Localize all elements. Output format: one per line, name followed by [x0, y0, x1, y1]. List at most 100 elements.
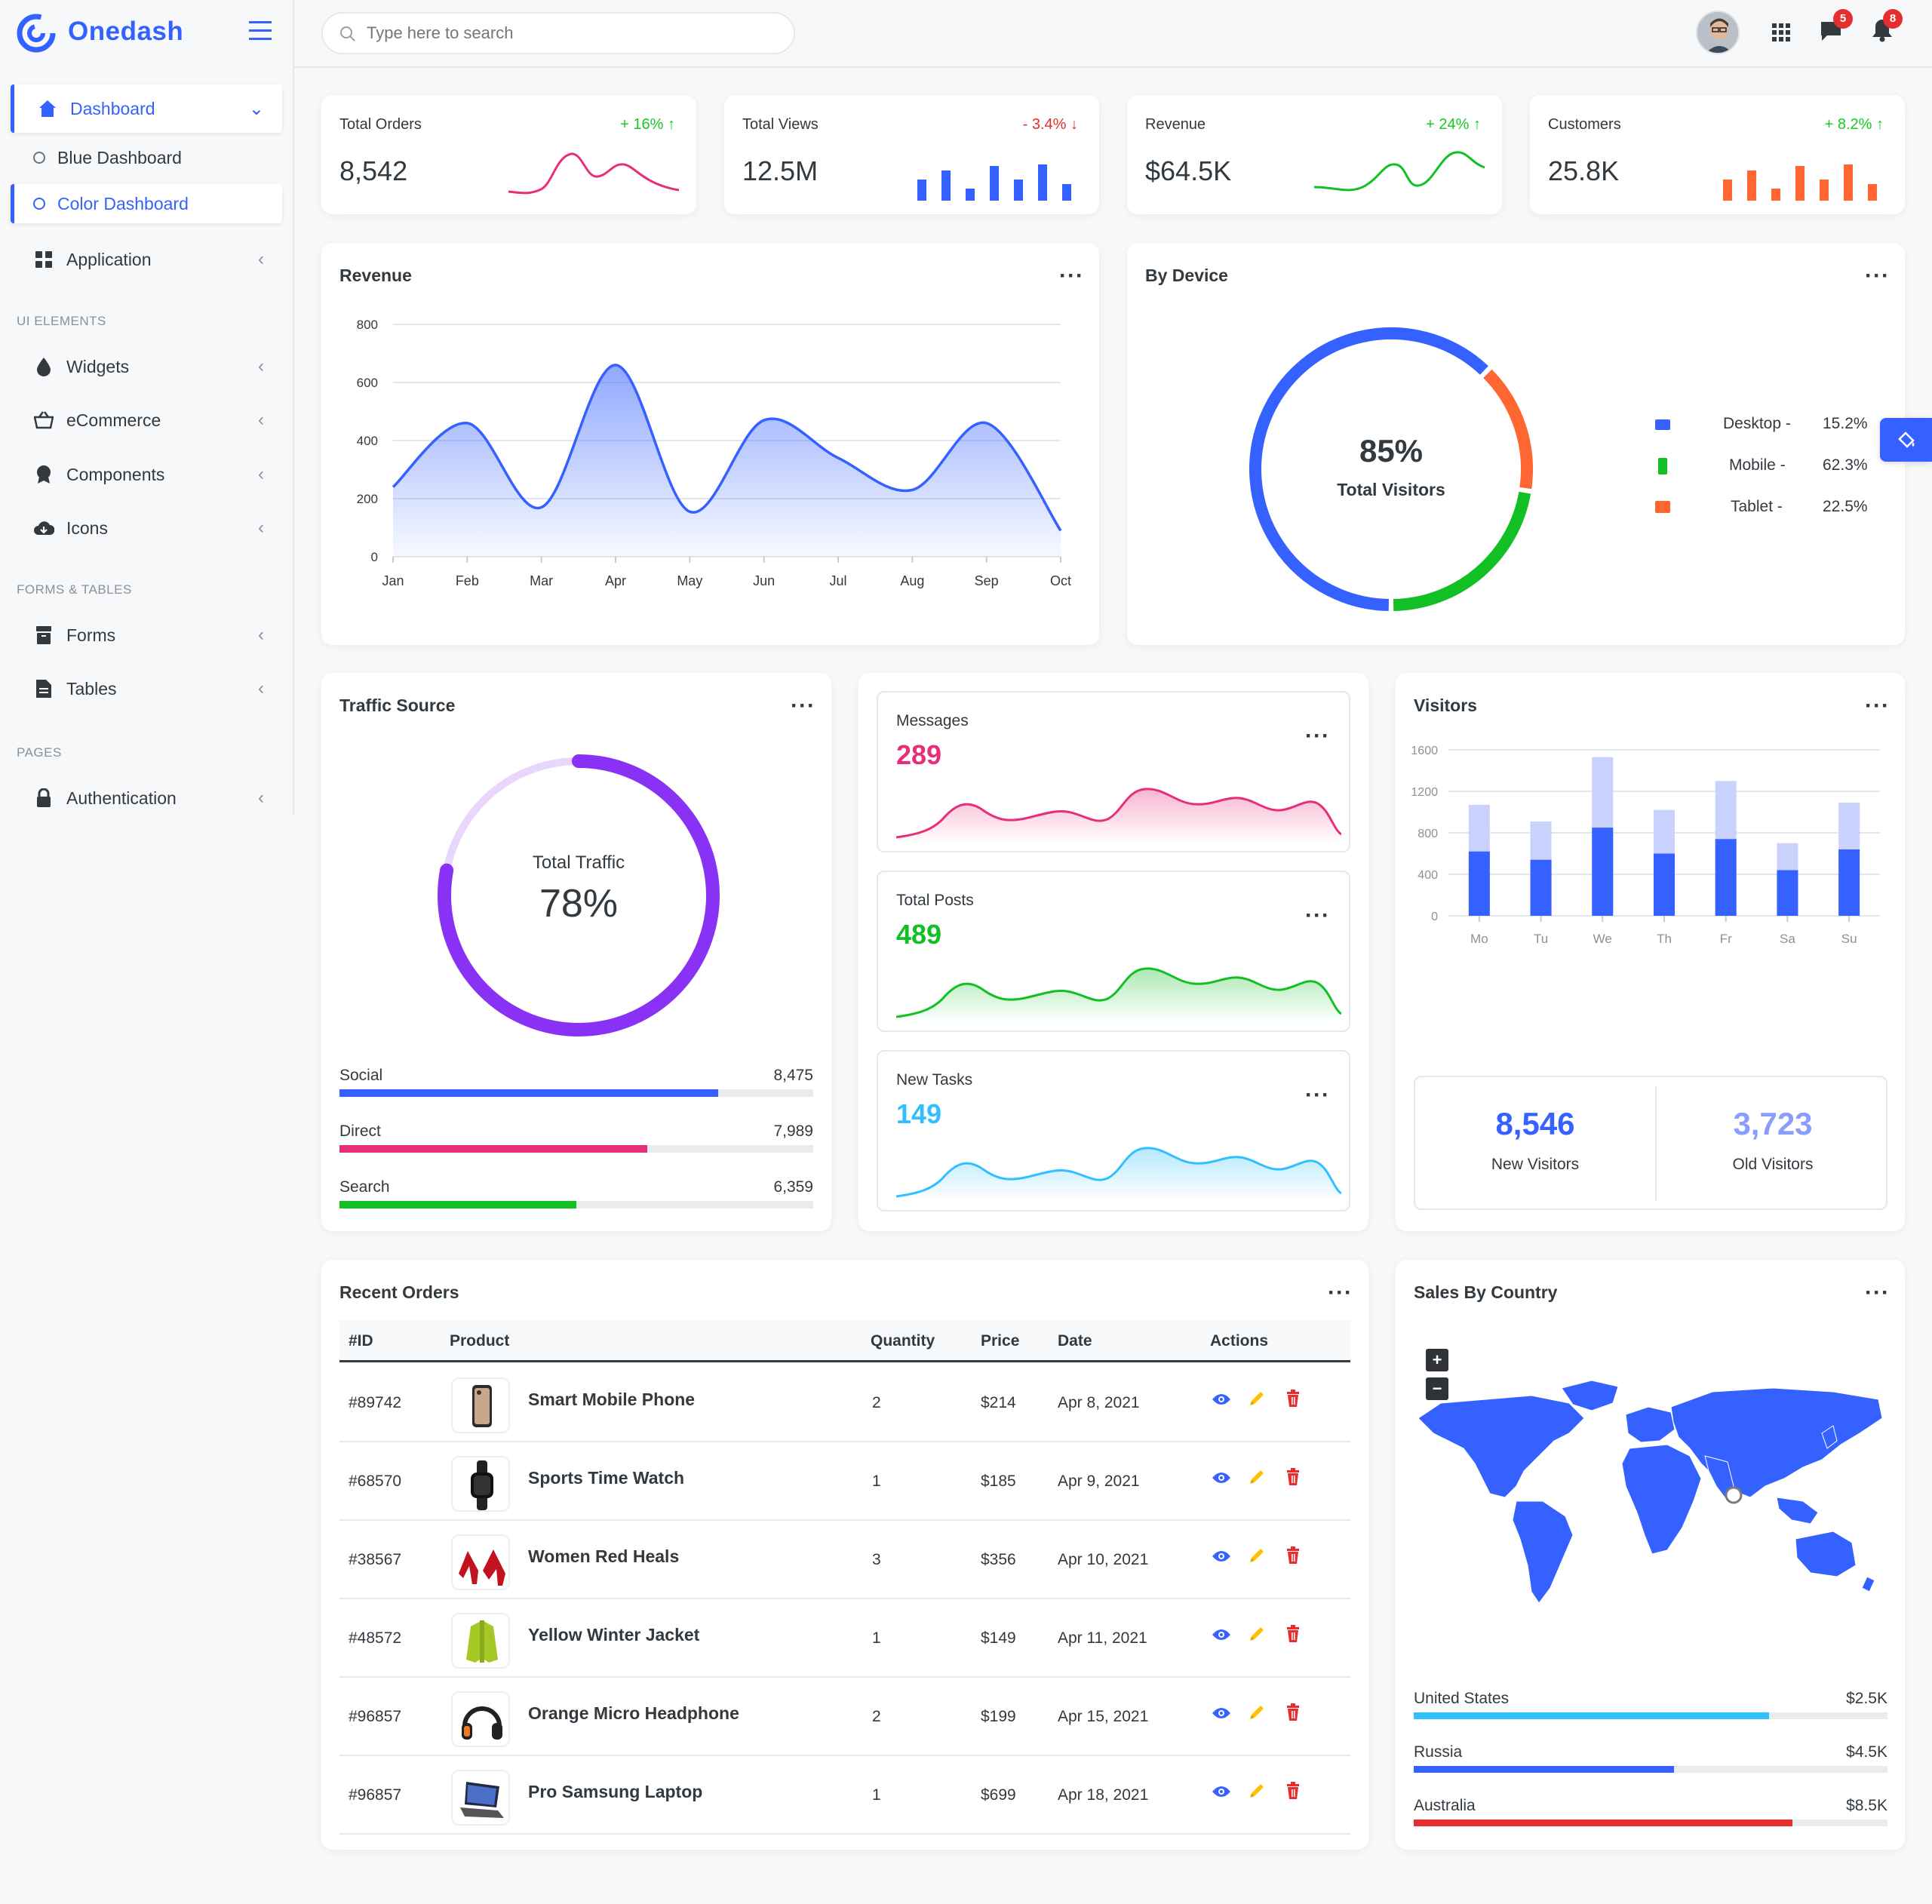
more-options-icon[interactable]: ···: [1865, 1280, 1890, 1305]
circle-icon: [33, 198, 45, 210]
search-input[interactable]: [367, 21, 774, 45]
stat-change: + 8.2% ↑: [1824, 116, 1884, 133]
search-box[interactable]: [321, 12, 795, 54]
edit-icon[interactable]: [1248, 1468, 1266, 1491]
source-value: 8,475: [773, 1067, 813, 1084]
brand-name: Onedash: [68, 17, 184, 46]
legend-value: 62.3%: [1823, 456, 1868, 474]
source-label: Direct: [339, 1122, 381, 1140]
theme-settings-button[interactable]: [1880, 418, 1932, 462]
product-name[interactable]: Pro Samsung Laptop: [528, 1782, 703, 1801]
droplet-icon: [33, 356, 54, 377]
more-options-icon[interactable]: ···: [1865, 693, 1890, 718]
new-visitors-value: 8,546: [1495, 1106, 1575, 1141]
delete-icon[interactable]: [1285, 1703, 1301, 1727]
view-icon[interactable]: [1212, 1548, 1231, 1569]
map-zoom-out-button[interactable]: −: [1426, 1377, 1448, 1400]
product-name[interactable]: Orange Micro Headphone: [528, 1703, 739, 1723]
delete-icon[interactable]: [1285, 1468, 1301, 1491]
sidebar-item-widgets[interactable]: Widgets ‹: [11, 342, 282, 391]
product-name[interactable]: Yellow Winter Jacket: [528, 1625, 700, 1645]
product-name[interactable]: Smart Mobile Phone: [528, 1390, 696, 1409]
map-marker[interactable]: [1725, 1486, 1743, 1504]
y-tick-label: 1200: [1411, 786, 1438, 799]
world-map[interactable]: [1411, 1373, 1894, 1629]
table-row[interactable]: #96857 Orange Micro Headphone 2 $199 Apr 15,…: [339, 1678, 1350, 1756]
more-options-icon[interactable]: ···: [1305, 903, 1330, 928]
view-icon[interactable]: [1212, 1783, 1231, 1804]
order-price: $699: [981, 1786, 1016, 1804]
view-icon[interactable]: [1212, 1626, 1231, 1648]
bar-new[interactable]: [1530, 859, 1552, 916]
edit-icon[interactable]: [1248, 1390, 1266, 1413]
edit-icon[interactable]: [1248, 1546, 1266, 1570]
order-id: #89742: [349, 1394, 402, 1411]
bar-new[interactable]: [1838, 849, 1860, 916]
traffic-radial-chart: [438, 754, 720, 1036]
sidebar-item-icons[interactable]: Icons ‹: [11, 504, 282, 552]
table-row[interactable]: #68570 Sports Time Watch 1 $185 Apr 9, 2021: [339, 1442, 1350, 1521]
mobile-icon: [1658, 458, 1667, 474]
sidebar-item-tables[interactable]: Tables ‹: [11, 665, 282, 713]
sidebar-item-authentication[interactable]: Authentication ‹: [11, 774, 282, 822]
sparkline-bars: [917, 164, 1071, 201]
donut-slice-desktop[interactable]: [1249, 327, 1488, 611]
brand-logo[interactable]: [17, 14, 56, 53]
delete-icon[interactable]: [1285, 1782, 1301, 1805]
sidebar-item-components[interactable]: Components ‹: [11, 450, 282, 499]
table-row[interactable]: #89742 Smart Mobile Phone 2 $214 Apr 8, 2021: [339, 1364, 1350, 1442]
bar-new[interactable]: [1715, 839, 1737, 916]
table-row[interactable]: #48572 Yellow Winter Jacket 1 $149 Apr 11, 2…: [339, 1599, 1350, 1678]
product-name[interactable]: Women Red Heals: [528, 1546, 680, 1566]
y-tick-label: 200: [357, 492, 378, 506]
sidebar-item-application[interactable]: Application ‹: [11, 235, 282, 284]
more-options-icon[interactable]: ···: [791, 693, 815, 718]
avatar[interactable]: [1696, 11, 1740, 54]
menu-toggle-icon[interactable]: [249, 21, 272, 41]
stat-label: Total Views: [742, 116, 819, 133]
sidebar-item-dashboard[interactable]: Dashboard ⌄: [11, 84, 282, 133]
visitors-bar-chart: 0 400 800 1200 1600 Mo Tu We Th Fr Sa Su: [1411, 745, 1880, 946]
more-options-icon[interactable]: ···: [1865, 263, 1890, 288]
more-options-icon[interactable]: ···: [1059, 263, 1084, 288]
messages-icon[interactable]: [1820, 20, 1842, 42]
delete-icon[interactable]: [1285, 1546, 1301, 1570]
bar-new[interactable]: [1777, 870, 1798, 917]
bar-new[interactable]: [1468, 851, 1490, 916]
delete-icon[interactable]: [1285, 1390, 1301, 1413]
sidebar-item-ecommerce[interactable]: eCommerce ‹: [11, 396, 282, 444]
progress-fill: [1414, 1766, 1675, 1773]
view-icon[interactable]: [1212, 1391, 1231, 1412]
edit-icon[interactable]: [1248, 1782, 1266, 1805]
table-row[interactable]: #38567 Women Red Heals 3 $356 Apr 10, 2021: [339, 1521, 1350, 1599]
map-zoom-in-button[interactable]: +: [1426, 1349, 1448, 1371]
bar-new[interactable]: [1654, 853, 1675, 917]
donut-slice-tablet[interactable]: [1483, 369, 1533, 490]
bar-new[interactable]: [1592, 828, 1614, 916]
more-options-icon[interactable]: ···: [1305, 723, 1330, 748]
card-title: Sales By Country: [1414, 1282, 1558, 1302]
progress-fill: [339, 1201, 576, 1208]
legend-label: Mobile -: [1729, 456, 1786, 474]
table-row[interactable]: #96857 Pro Samsung Laptop 1 $699 Apr 18, 202…: [339, 1756, 1350, 1835]
sidebar-item-forms[interactable]: Forms ‹: [11, 611, 282, 659]
product-name[interactable]: Sports Time Watch: [528, 1468, 685, 1488]
mini-card-total-posts: Total Posts 489 ···: [877, 871, 1350, 1032]
more-options-icon[interactable]: ···: [1305, 1083, 1330, 1107]
sidebar-item-label: Application: [66, 249, 152, 269]
sidebar-item-color-dashboard[interactable]: Color Dashboard: [11, 184, 282, 223]
paint-bucket-icon: [1898, 431, 1915, 448]
delete-icon[interactable]: [1285, 1625, 1301, 1648]
donut-slice-mobile[interactable]: [1393, 491, 1531, 611]
section-heading: UI ELEMENTS: [17, 314, 106, 328]
chevron-left-icon: ‹: [258, 356, 264, 376]
edit-icon[interactable]: [1248, 1703, 1266, 1727]
sidebar-item-label: Blue Dashboard: [57, 147, 182, 167]
edit-icon[interactable]: [1248, 1625, 1266, 1648]
view-icon[interactable]: [1212, 1705, 1231, 1726]
sidebar-item-blue-dashboard[interactable]: Blue Dashboard: [11, 134, 282, 181]
stat-value: 12.5M: [742, 155, 819, 186]
apps-grid-icon[interactable]: [1771, 23, 1791, 42]
view-icon[interactable]: [1212, 1469, 1231, 1491]
more-options-icon[interactable]: ···: [1328, 1280, 1353, 1305]
